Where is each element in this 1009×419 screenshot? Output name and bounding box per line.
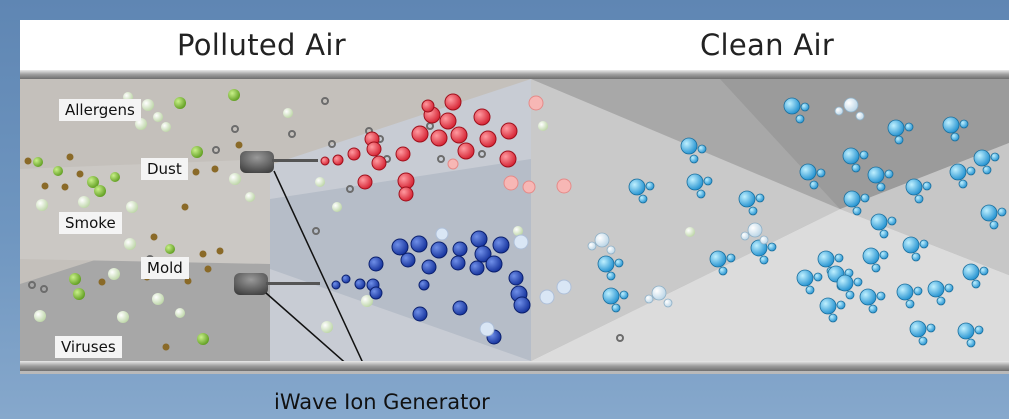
label-mold: Mold <box>141 257 189 279</box>
generator-label: iWave Ion Generator <box>274 390 490 414</box>
polluted-air-title: Polluted Air <box>177 28 346 62</box>
label-allergens: Allergens <box>59 99 141 121</box>
label-dust: Dust <box>141 158 188 180</box>
title-bar: Polluted Air Clean Air <box>20 20 1009 72</box>
duct-bottom-rail <box>20 361 1009 371</box>
clean-air-title: Clean Air <box>700 28 834 62</box>
label-viruses: Viruses <box>55 336 122 358</box>
label-smoke: Smoke <box>59 212 122 234</box>
ion-diagram <box>20 79 1009 361</box>
duct-top-rail <box>20 70 1009 79</box>
